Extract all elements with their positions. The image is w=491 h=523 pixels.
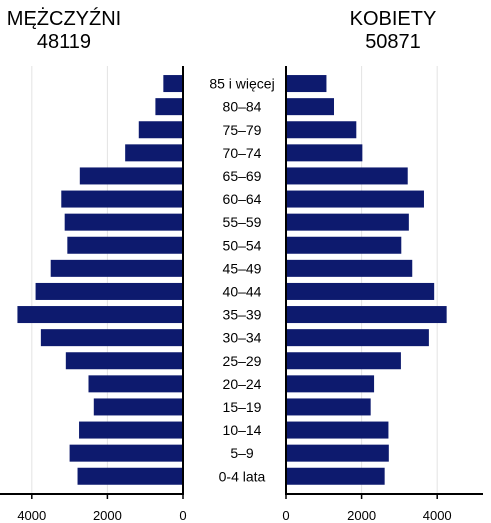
age-group-label: 30–34 — [223, 330, 262, 346]
age-group-label: 60–64 — [223, 191, 262, 207]
men-bar — [40, 329, 183, 347]
women-bar — [286, 190, 424, 208]
men-bar — [35, 282, 183, 300]
age-group-label: 5–9 — [230, 445, 254, 461]
age-group-label: 40–44 — [223, 283, 262, 299]
age-group-label: 80–84 — [223, 99, 262, 115]
women-bar — [286, 75, 327, 93]
men-title-label: MĘŻCZYŹNI — [6, 8, 122, 30]
age-group-label: 70–74 — [223, 145, 262, 161]
age-group-label: 25–29 — [223, 353, 262, 369]
men-bar — [65, 352, 183, 370]
men-total: 48119 — [36, 31, 92, 53]
men-tick-label: 4000 — [17, 508, 46, 523]
women-bar — [286, 306, 447, 324]
women-bar — [286, 121, 357, 139]
women-bar — [286, 398, 371, 416]
age-group-label: 85 i więcej — [209, 76, 274, 92]
women-bar — [286, 352, 401, 370]
men-tick-label: 2000 — [93, 508, 122, 523]
men-bar — [93, 398, 183, 416]
women-tick-label: 4000 — [423, 508, 452, 523]
age-group-label: 65–69 — [223, 168, 262, 184]
men-bar — [67, 236, 183, 254]
men-bar — [163, 75, 183, 93]
age-group-label: 0-4 lata — [219, 468, 266, 484]
men-bar — [64, 213, 183, 231]
age-group-label: 55–59 — [223, 214, 262, 230]
men-title: MĘŻCZYŹNI 48119 — [0, 8, 128, 54]
men-bar — [88, 375, 183, 393]
women-title: KOBIETY 50871 — [318, 8, 468, 54]
women-bar — [286, 329, 429, 347]
men-bar — [61, 190, 184, 208]
women-bar — [286, 98, 335, 116]
women-title-label: KOBIETY — [349, 8, 437, 30]
women-tick-label: 2000 — [347, 508, 376, 523]
women-bar — [286, 444, 389, 462]
men-bar — [69, 444, 183, 462]
women-bar — [286, 259, 413, 277]
men-bar — [155, 98, 183, 116]
women-bar — [286, 421, 389, 439]
women-bar — [286, 236, 402, 254]
men-bar — [125, 144, 183, 162]
women-tick-label: 0 — [282, 508, 289, 523]
age-group-label: 10–14 — [223, 422, 262, 438]
men-tick-label: 0 — [179, 508, 186, 523]
women-bar — [286, 213, 409, 231]
age-group-label: 20–24 — [223, 376, 262, 392]
men-bar — [138, 121, 183, 139]
men-bar — [79, 167, 183, 185]
women-bar — [286, 375, 375, 393]
age-group-label: 15–19 — [223, 399, 262, 415]
men-bar — [17, 306, 183, 324]
age-group-label: 45–49 — [223, 260, 262, 276]
men-bar — [50, 259, 184, 277]
women-bar — [286, 167, 408, 185]
age-group-label: 35–39 — [223, 307, 262, 323]
women-bar — [286, 282, 435, 300]
women-total: 50871 — [365, 31, 421, 53]
women-bar — [286, 144, 363, 162]
men-bar — [77, 467, 183, 485]
age-group-label: 75–79 — [223, 122, 262, 138]
age-group-label: 50–54 — [223, 237, 262, 253]
women-bar — [286, 467, 385, 485]
men-bar — [79, 421, 183, 439]
